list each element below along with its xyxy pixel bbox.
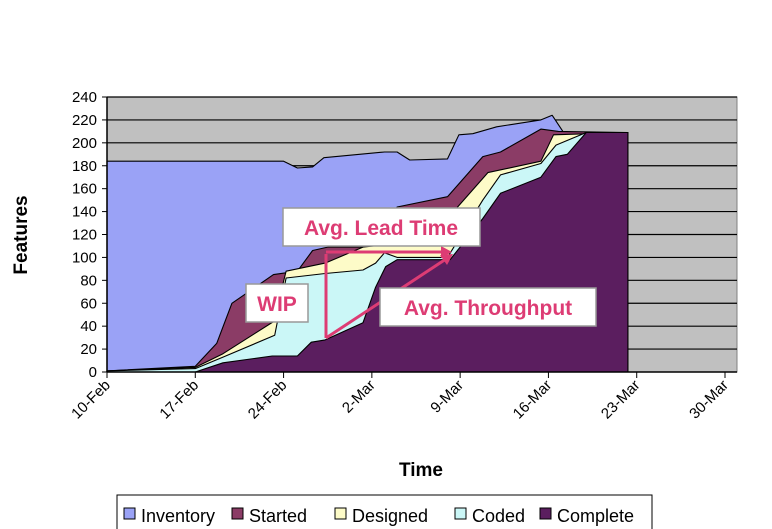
x-tick-label: 24-Feb (245, 377, 291, 423)
y-tick-label: 20 (80, 341, 97, 358)
y-tick-label: 120 (72, 227, 97, 244)
y-tick-label: 240 (72, 89, 97, 106)
legend-item-inventory: Inventory (123, 506, 215, 526)
legend-label: Complete (557, 506, 634, 526)
y-tick-label: 100 (72, 249, 97, 266)
y-tick-label: 60 (80, 295, 97, 312)
legend-item-complete: Complete (539, 506, 634, 526)
y-tick-label: 180 (72, 158, 97, 175)
legend-label: Designed (352, 506, 428, 526)
svg-text:Avg. Throughput: Avg. Throughput (404, 297, 572, 320)
y-tick-label: 160 (72, 181, 97, 198)
x-tick-label: 23-Mar (598, 377, 644, 423)
svg-text:WIP: WIP (257, 293, 297, 316)
throughput-arrowhead (440, 254, 453, 265)
y-tick-label: 80 (80, 272, 97, 289)
y-tick-label: 40 (80, 318, 97, 335)
y-axis-label: Features (11, 195, 32, 274)
svg-text:Avg. Lead Time: Avg. Lead Time (304, 217, 458, 240)
legend-item-designed: Designed (334, 506, 428, 526)
legend-swatch (539, 507, 552, 520)
x-tick-label: 16-Mar (510, 377, 556, 423)
legend-swatch (454, 507, 467, 520)
legend-label: Inventory (141, 506, 215, 526)
y-tick-label: 0 (89, 364, 97, 381)
legend-item-coded: Coded (454, 506, 525, 526)
x-tick-label: 2-Mar (339, 377, 379, 417)
legend-swatch (334, 507, 347, 520)
x-tick-label: 30-Mar (686, 377, 732, 423)
annotation-throughput: Avg. Throughput (379, 287, 597, 327)
legend-item-started: Started (231, 506, 307, 526)
legend-label: Started (249, 506, 307, 526)
y-tick-label: 220 (72, 112, 97, 129)
legend: Inventory Started Designed Coded Complete (116, 494, 653, 529)
legend-swatch (231, 507, 244, 520)
legend-label: Coded (472, 506, 525, 526)
annotation-wip: WIP (245, 283, 309, 323)
x-tick-label: 9-Mar (427, 377, 467, 417)
x-axis-label: Time (399, 460, 443, 481)
annotation-lead-time: Avg. Lead Time (282, 207, 481, 247)
x-tick-label: 17-Feb (156, 377, 202, 423)
legend-swatch (123, 507, 136, 520)
y-tick-label: 140 (72, 204, 97, 221)
x-tick-label: 10-Feb (68, 377, 114, 423)
y-tick-label: 200 (72, 135, 97, 152)
